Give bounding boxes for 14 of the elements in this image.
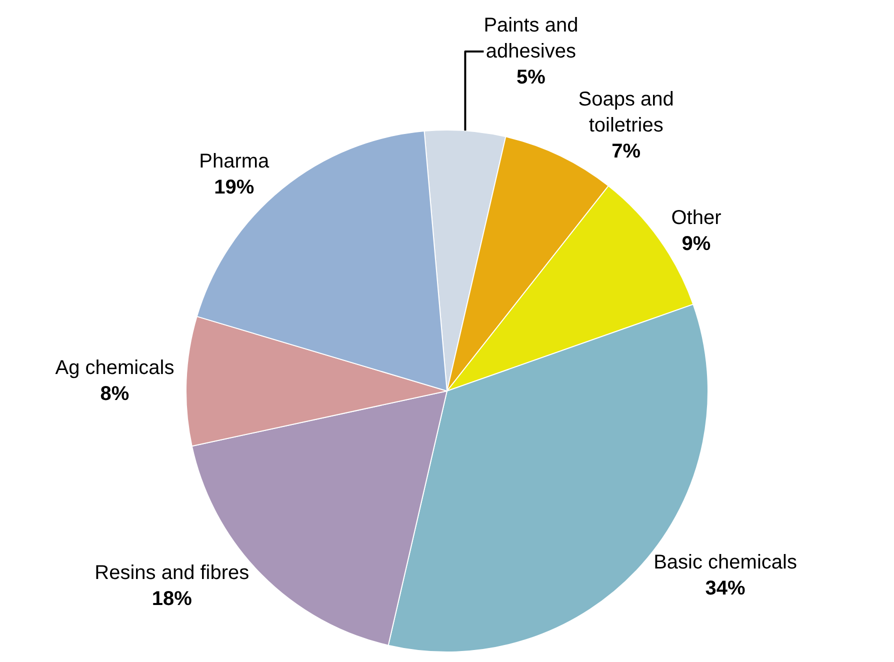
slice-label: Basic chemicals [654,552,797,574]
slice-label: Pharma [199,150,270,172]
data-label: 34% [705,578,746,600]
data-label: 9% [682,232,711,255]
data-label: 5% [516,66,546,89]
data-label: 18% [152,588,192,610]
slice-label: Ag chemicals [55,356,174,379]
slice-label: Resins and fibres [94,562,250,584]
slice-label: Other [671,206,722,229]
data-label: 19% [214,176,254,198]
slice-label: Paints and adhesives [484,14,578,63]
data-label: 7% [612,140,641,163]
slice-label: Soaps and toiletries [578,88,674,137]
data-label: 8% [100,382,130,405]
